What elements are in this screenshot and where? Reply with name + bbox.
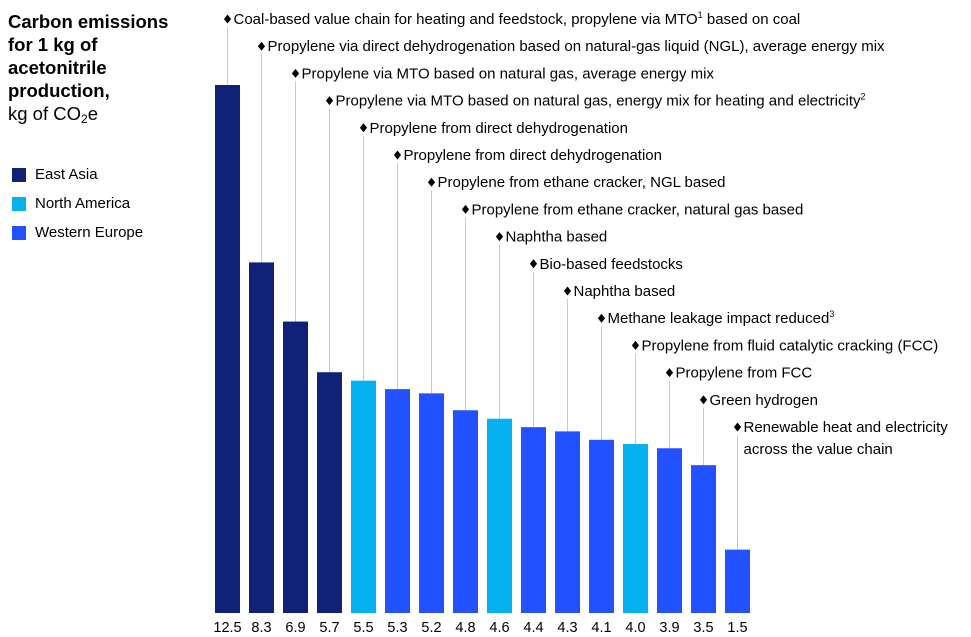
diamond-marker [495,232,504,242]
chart-title: Carbon emissions for 1 kg of acetonitril… [8,10,208,125]
legend-item-north-america: North America [12,189,143,218]
bar-annotation: Coal-based value chain for heating and f… [234,10,801,28]
bar [351,380,376,613]
bar [419,393,444,613]
bar [725,549,750,613]
legend-item-western-europe: Western Europe [12,218,143,247]
value-label: 4.6 [489,620,509,636]
title-unit: kg of CO2e [8,102,208,125]
diamond-marker [223,14,232,24]
diamond-marker [461,204,470,214]
legend-label-east-asia: East Asia [35,166,98,183]
value-label: 4.3 [557,620,577,636]
unit-prefix: kg of CO [8,103,81,124]
bar-annotation: Renewable heat and electricity [744,419,949,436]
bar-annotation: Propylene from direct dehydrogenation [370,120,629,137]
bar-annotation: Bio-based feedstocks [540,256,683,273]
value-label: 4.4 [523,620,543,636]
bar-annotation: Naphtha based [506,229,608,246]
bar [215,85,240,613]
bar [453,410,478,613]
bar-annotation: Green hydrogen [710,392,818,409]
value-label: 4.8 [455,620,475,636]
bar-annotation: Methane leakage impact reduced3 [608,309,835,327]
bar [487,418,512,613]
bar-annotation-line-2: across the value chain [744,441,893,458]
diamond-marker [665,368,674,378]
bar [385,389,410,613]
diamond-marker [597,313,606,323]
title-line-3: acetonitrile [8,57,107,78]
value-label: 3.9 [659,620,679,636]
bar [623,444,648,613]
bar-annotation: Propylene from direct dehydrogenation [404,147,663,164]
diamond-marker [257,41,266,51]
diamond-marker [733,422,742,432]
diamond-marker [563,286,572,296]
value-label: 5.7 [319,620,339,636]
bar-annotation: Propylene via MTO based on natural gas, … [302,65,715,82]
diamond-marker [699,395,708,405]
value-label: 5.3 [387,620,407,636]
legend-swatch-east-asia [12,167,26,182]
diamond-marker [631,340,640,350]
bar [283,321,308,613]
legend-swatch-western-europe [12,225,26,240]
bar-annotation: Propylene from ethane cracker, natural g… [472,201,804,218]
bar-annotation: Propylene from fluid catalytic cracking … [642,337,939,354]
bar-annotation: Propylene from ethane cracker, NGL based [438,174,726,191]
value-label: 3.5 [693,620,713,636]
title-line-2: for 1 kg of [8,34,98,55]
bar [691,465,716,613]
value-label: 4.1 [591,620,611,636]
legend-item-east-asia: East Asia [12,160,143,189]
bar [589,439,614,613]
value-label: 1.5 [727,620,747,636]
legend-label-western-europe: Western Europe [35,224,144,241]
diamond-marker [427,177,436,187]
diamond-marker [359,123,368,133]
diamond-marker [529,259,538,269]
diamond-marker [291,68,300,78]
value-label: 12.5 [213,620,241,636]
value-label: 8.3 [251,620,271,636]
value-label: 4.0 [625,620,645,636]
bar [317,372,342,613]
value-label: 5.5 [353,620,373,636]
title-line-4: production, [8,80,110,101]
value-label: 6.9 [285,620,305,636]
bar [657,448,682,613]
bar-annotation: Propylene via MTO based on natural gas, … [336,92,866,110]
title-line-1: Carbon emissions [8,11,169,32]
bar-annotation: Propylene via direct dehydrogenation bas… [268,38,886,55]
value-label: 5.2 [421,620,441,636]
unit-suffix: e [87,103,98,124]
unit-subscript: 2 [81,112,88,126]
bar-annotation: Naphtha based [574,283,676,300]
diamond-marker [393,150,402,160]
bar [555,431,580,613]
legend-label-north-america: North America [35,195,131,212]
bar-annotation: Propylene from FCC [676,365,813,382]
legend-swatch-north-america [12,196,26,211]
bar [249,262,274,613]
legend: East Asia North America Western Europe [12,160,143,247]
bar [521,427,546,613]
diamond-marker [325,96,334,106]
